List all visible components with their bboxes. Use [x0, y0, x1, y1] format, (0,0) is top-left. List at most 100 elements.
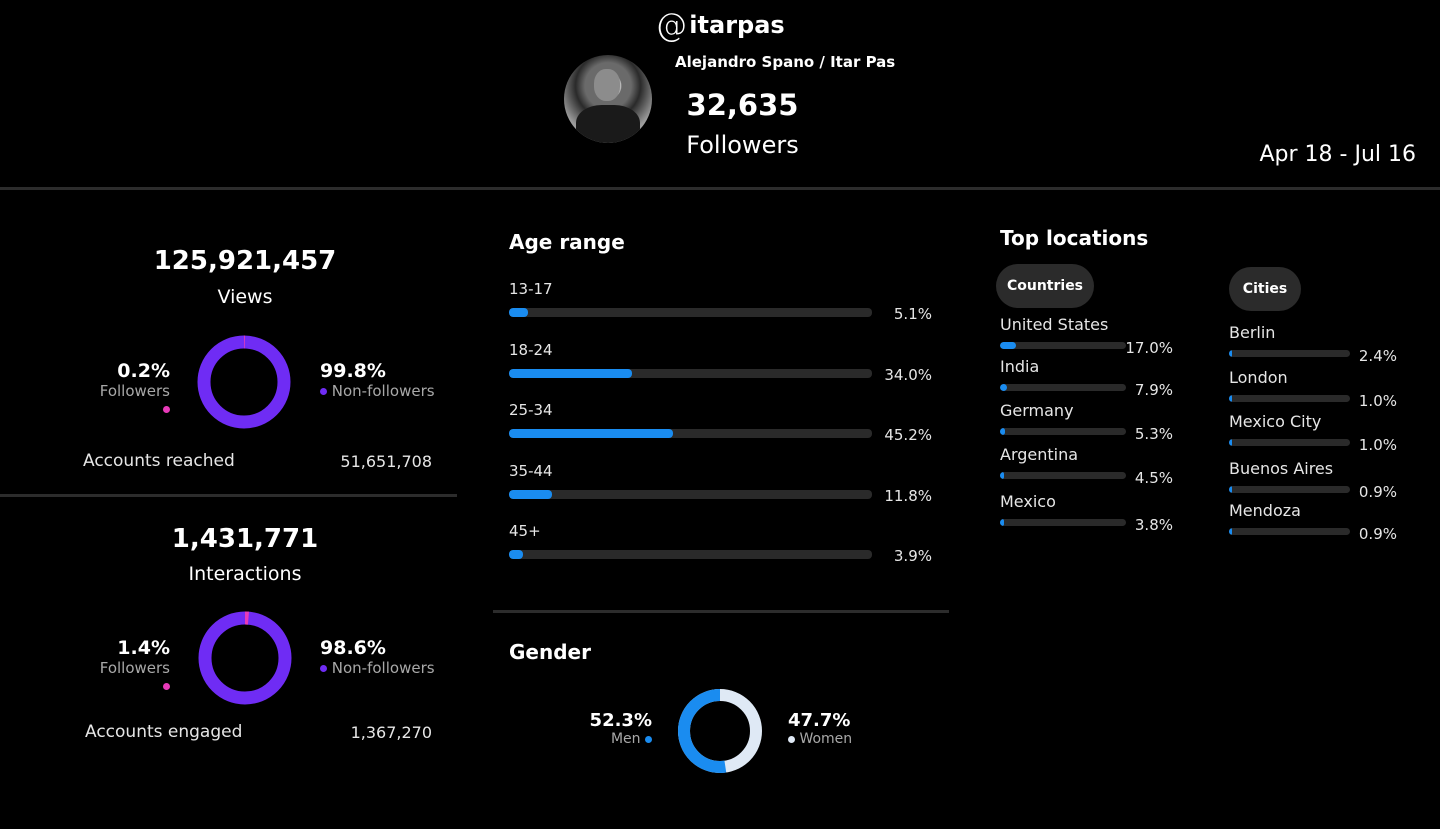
age-range-label: 25-34 — [509, 401, 553, 419]
women-label: Women — [799, 731, 853, 747]
location-bar-fill — [1229, 486, 1232, 493]
avatar[interactable] — [564, 55, 652, 143]
location-pct: 17.0% — [1125, 339, 1173, 357]
location-bar — [1000, 428, 1126, 435]
gender-donut — [678, 689, 762, 773]
views-nonfollowers-arc — [197, 335, 291, 429]
location-bar-fill — [1000, 519, 1004, 526]
interactions-donut — [198, 611, 292, 705]
interactions-followers-pct: 1.4% — [117, 637, 170, 659]
location-pct: 0.9% — [1358, 525, 1397, 543]
views-donut — [197, 335, 291, 429]
women-pct: 47.7% — [788, 710, 851, 731]
accounts-reached-value: 51,651,708 — [340, 452, 432, 471]
followers-label: Followers — [686, 131, 799, 159]
age-range-label: 35-44 — [509, 462, 553, 480]
interactions-nonfollowers-label: Non-followers — [331, 659, 435, 677]
interactions-followers-stat: 1.4% Followers — [90, 637, 170, 695]
location-pct: 2.4% — [1358, 347, 1397, 365]
women-dot-icon — [788, 735, 795, 743]
age-range-bar — [509, 308, 872, 317]
location-name: Mexico — [1000, 492, 1056, 511]
location-bar — [1000, 342, 1126, 349]
interactions-followers-arc — [198, 611, 292, 705]
views-followers-pct: 0.2% — [117, 360, 170, 382]
location-name: Germany — [1000, 401, 1074, 420]
accounts-reached-label: Accounts reached — [83, 451, 235, 471]
views-followers-arc — [197, 335, 291, 429]
age-range-bar — [509, 550, 872, 559]
age-divider — [493, 610, 949, 613]
views-followers-stat: 0.2% Followers — [90, 360, 170, 418]
views-nonfollowers-label: Non-followers — [331, 382, 435, 400]
location-pct: 0.9% — [1358, 483, 1397, 501]
location-pct: 5.3% — [1134, 425, 1173, 443]
location-name: India — [1000, 357, 1040, 376]
location-name: Mendoza — [1229, 501, 1301, 520]
date-range[interactable]: Apr 18 - Jul 16 — [1259, 142, 1416, 167]
location-bar-fill — [1229, 439, 1232, 446]
age-range-pct: 3.9% — [893, 547, 932, 565]
men-arc — [678, 689, 762, 773]
age-range-pct: 11.8% — [884, 487, 932, 505]
at-icon: @ — [655, 6, 688, 44]
interactions-nonfollowers-stat: 98.6% Non-followers — [320, 637, 435, 677]
location-bar-fill — [1000, 428, 1005, 435]
views-label: Views — [217, 286, 273, 308]
age-range-label: 45+ — [509, 522, 541, 540]
views-value: 125,921,457 — [153, 246, 337, 276]
gender-women-stat: 47.7% Women — [788, 710, 852, 747]
age-range-bar-fill — [509, 308, 528, 317]
location-bar-fill — [1229, 395, 1232, 402]
men-label: Men — [610, 731, 641, 747]
location-bar — [1229, 439, 1350, 446]
followers-dot-icon — [163, 406, 170, 413]
location-bar-fill — [1000, 472, 1005, 479]
age-range-pct: 45.2% — [884, 426, 932, 444]
age-range-bar-fill — [509, 490, 552, 499]
location-name: Argentina — [1000, 445, 1079, 464]
age-range-title: Age range — [509, 230, 625, 254]
location-bar — [1229, 350, 1350, 357]
location-pct: 4.5% — [1134, 469, 1173, 487]
views-followers-label: Followers — [99, 382, 170, 400]
age-range-bar — [509, 490, 872, 499]
views-nonfollowers-stat: 99.8% Non-followers — [320, 360, 435, 400]
interactions-nonfollowers-pct: 98.6% — [320, 637, 386, 659]
location-pct: 1.0% — [1358, 392, 1397, 410]
men-pct: 52.3% — [589, 710, 652, 731]
location-pct: 3.8% — [1134, 516, 1173, 534]
handle-text: itarpas — [689, 11, 785, 39]
tab-cities[interactable]: Cities — [1229, 267, 1301, 311]
location-pct: 7.9% — [1134, 381, 1173, 399]
age-range-pct: 34.0% — [884, 366, 932, 384]
location-bar-fill — [1000, 342, 1017, 349]
location-bar — [1000, 519, 1126, 526]
age-range-bar-fill — [509, 429, 674, 438]
nonfollowers-dot-icon — [320, 665, 327, 672]
location-bar — [1000, 384, 1126, 391]
tab-countries[interactable]: Countries — [996, 264, 1094, 308]
header-divider — [0, 187, 1440, 190]
interactions-followers-label: Followers — [99, 659, 170, 677]
gender-men-stat: 52.3% Men — [580, 710, 652, 747]
interactions-value: 1,431,771 — [171, 524, 319, 554]
location-bar-fill — [1000, 384, 1008, 391]
profile-full-name: Alejandro Spano / Itar Pas — [675, 53, 896, 71]
age-range-label: 13-17 — [509, 280, 553, 298]
profile-handle: @itarpas — [0, 6, 1440, 44]
location-name: Mexico City — [1229, 412, 1322, 431]
location-name: Buenos Aires — [1229, 459, 1334, 478]
accounts-engaged-label: Accounts engaged — [85, 722, 243, 742]
accounts-engaged-value: 1,367,270 — [350, 723, 432, 742]
men-dot-icon — [645, 735, 652, 743]
age-range-pct: 5.1% — [893, 305, 932, 323]
interactions-label: Interactions — [188, 563, 302, 585]
location-name: Berlin — [1229, 323, 1276, 342]
followers-dot-icon — [163, 683, 170, 690]
views-divider — [0, 494, 457, 497]
gender-title: Gender — [509, 640, 591, 664]
age-range-bar-fill — [509, 369, 633, 378]
location-pct: 1.0% — [1358, 436, 1397, 454]
location-bar — [1229, 395, 1350, 402]
